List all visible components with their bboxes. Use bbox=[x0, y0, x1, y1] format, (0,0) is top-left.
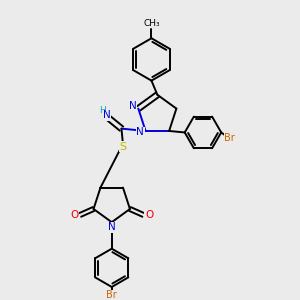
Text: N: N bbox=[129, 101, 137, 111]
Text: Br: Br bbox=[106, 290, 117, 300]
Text: S: S bbox=[119, 142, 127, 152]
Text: N: N bbox=[108, 223, 116, 232]
Text: O: O bbox=[145, 210, 153, 220]
Text: H: H bbox=[100, 106, 106, 115]
Text: CH₃: CH₃ bbox=[143, 19, 160, 28]
Text: N: N bbox=[103, 110, 111, 120]
Text: Br: Br bbox=[224, 133, 235, 143]
Text: O: O bbox=[70, 210, 79, 220]
Text: N: N bbox=[136, 128, 144, 137]
